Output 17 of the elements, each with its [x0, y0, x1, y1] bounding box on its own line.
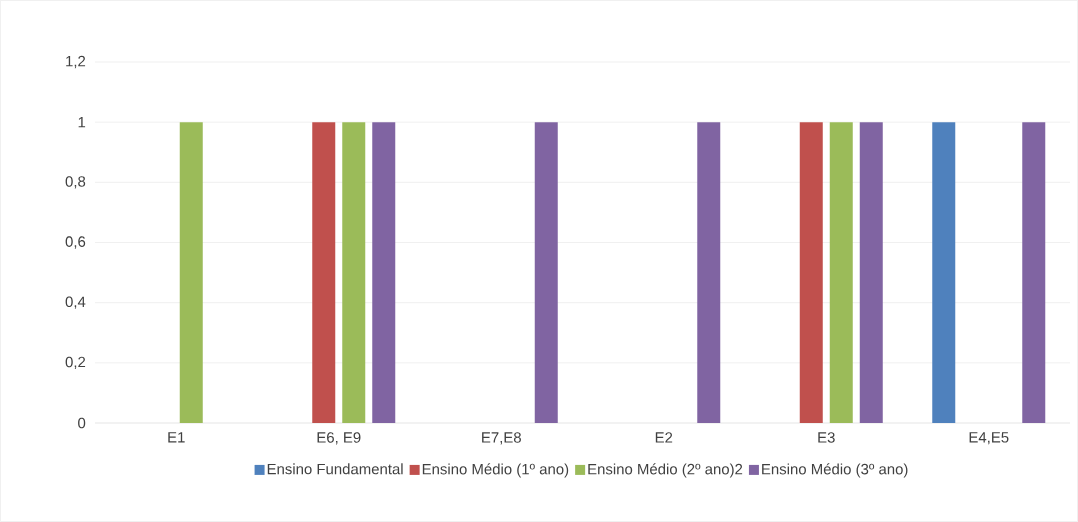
y-tick-label: 1 [78, 117, 86, 128]
x-tick-label: E4,E5 [969, 432, 1009, 445]
y-tick-label: 1,2 [66, 55, 86, 69]
legend-label: Ensino Fundamental [267, 463, 403, 475]
x-tick-label: E3 [818, 432, 835, 443]
legend-label: Ensino Médio (3º ano) [762, 463, 908, 478]
legend-label: Ensino Médio (1º ano) [422, 463, 569, 478]
y-tick-label: 0,6 [65, 236, 86, 249]
x-tick-label: E6, E9 [317, 432, 361, 445]
y-tick-label: 0 [78, 417, 86, 429]
legend-label: Ensino Médio (2º ano)2 [588, 463, 743, 478]
y-tick-label: 0,4 [65, 296, 86, 309]
y-tick-label: 0,2 [65, 356, 86, 369]
y-tick-label: 0,8 [65, 176, 86, 189]
x-tick-label: E1 [168, 432, 185, 443]
x-tick-label: E2 [655, 432, 673, 443]
x-tick-label: E7,E8 [482, 432, 521, 445]
